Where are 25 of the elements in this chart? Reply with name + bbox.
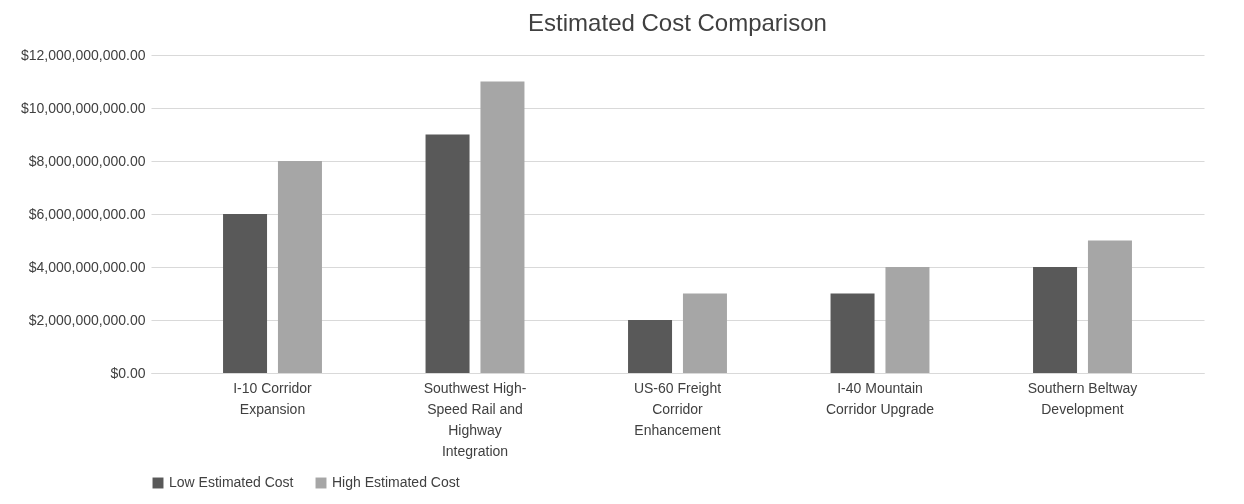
x-tick-label: Southern Beltway Development — [1027, 379, 1138, 417]
y-tick-label: $8,000,000,000.00 — [28, 152, 146, 169]
bar — [830, 293, 875, 373]
y-tick-label: $6,000,000,000.00 — [28, 205, 146, 222]
legend-label: Low Estimated Cost — [169, 474, 294, 490]
bar — [425, 134, 470, 373]
bar — [277, 161, 322, 373]
bar — [1087, 240, 1132, 373]
legend-label: High Estimated Cost — [332, 474, 460, 490]
x-tick-label: I-10 Corridor Expansion — [233, 379, 313, 417]
x-tick-label: I-40 Mountain Corridor Upgrade — [825, 379, 935, 417]
bar — [1033, 267, 1078, 373]
bar — [628, 320, 673, 373]
y-tick-label: $12,000,000,000.00 — [20, 46, 146, 63]
y-tick-label: $10,000,000,000.00 — [20, 99, 146, 116]
y-tick-label: $4,000,000,000.00 — [28, 258, 146, 275]
bar — [682, 293, 727, 373]
x-tick-label: US-60 Freight Corridor Enhancement — [633, 379, 722, 438]
x-tick-label: Southwest High-Speed Rail and Highway Integration — [423, 379, 527, 459]
bar — [885, 267, 930, 373]
y-tick-label: $2,000,000,000.00 — [28, 311, 146, 328]
bar — [223, 214, 268, 373]
chart-title: Estimated Cost Comparison — [528, 9, 827, 36]
y-tick-label: $0.00 — [110, 364, 146, 381]
bar — [480, 81, 525, 373]
